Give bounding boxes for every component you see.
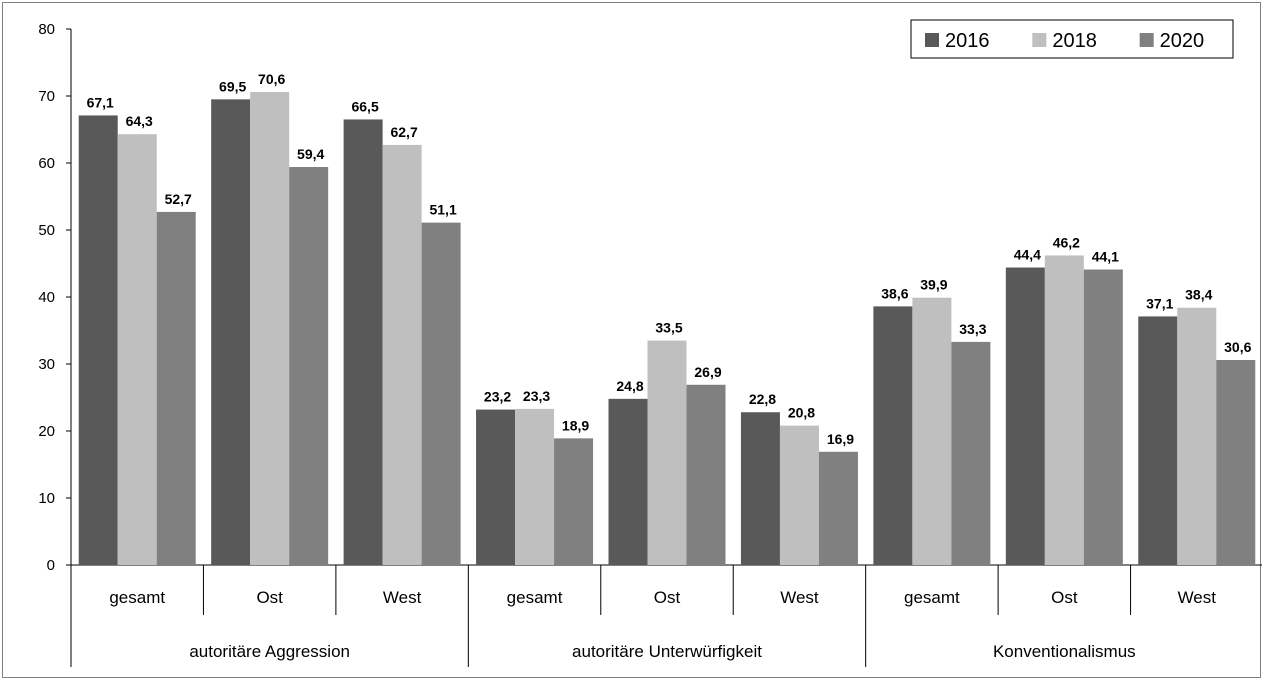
legend-swatch-2018	[1032, 33, 1047, 47]
y-tick-label: 10	[38, 490, 55, 507]
bar-2018	[515, 408, 555, 565]
legend-swatch-2016	[925, 33, 939, 47]
y-tick-label: 60	[38, 155, 55, 172]
bar-2016	[343, 119, 383, 565]
data-label: 64,3	[126, 113, 153, 129]
data-label: 22,8	[749, 391, 776, 407]
data-label: 69,5	[219, 78, 246, 94]
x-category-label: West	[383, 588, 422, 607]
data-label: 37,1	[1146, 295, 1173, 311]
data-label: 26,9	[694, 364, 721, 380]
y-tick-label: 0	[47, 557, 55, 574]
y-tick-label: 30	[38, 356, 55, 373]
data-label: 18,9	[562, 417, 589, 433]
bar-2020	[686, 384, 726, 565]
bar-2018	[250, 91, 290, 565]
data-label: 23,2	[484, 389, 511, 405]
x-category-label: West	[780, 588, 819, 607]
bar-2016	[873, 306, 913, 565]
legend-label: 2020	[1160, 30, 1205, 52]
bar-2020	[951, 341, 991, 565]
data-label: 33,5	[655, 320, 682, 336]
bar-2016	[1005, 267, 1045, 565]
x-group-label: Konventionalismus	[993, 642, 1136, 661]
data-label: 59,4	[297, 146, 324, 162]
bar-2020	[1083, 269, 1123, 565]
data-label: 38,4	[1185, 287, 1212, 303]
bar-2016	[1138, 316, 1178, 565]
data-label: 51,1	[429, 202, 456, 218]
bar-2020	[1216, 359, 1256, 565]
data-label: 33,3	[959, 321, 986, 337]
bar-2016	[211, 99, 251, 565]
legend-label: 2018	[1052, 30, 1097, 52]
y-tick-label: 80	[38, 21, 55, 38]
bar-2018	[117, 134, 157, 565]
bar-2018	[1177, 307, 1217, 565]
data-label: 20,8	[788, 405, 815, 421]
bar-2018	[779, 425, 819, 565]
bar-2016	[476, 409, 516, 565]
y-tick-label: 70	[38, 88, 55, 105]
x-category-label: gesamt	[109, 588, 165, 607]
bar-2020	[554, 438, 594, 565]
bar-2018	[382, 144, 422, 565]
bar-2020	[156, 211, 196, 565]
data-label: 67,1	[87, 94, 114, 110]
x-category-label: West	[1178, 588, 1217, 607]
data-label: 52,7	[165, 191, 192, 207]
x-category-label: gesamt	[904, 588, 960, 607]
data-label: 23,3	[523, 388, 550, 404]
data-label: 66,5	[351, 98, 378, 114]
bar-2020	[421, 222, 461, 565]
bar-2016	[608, 398, 648, 565]
data-label: 62,7	[390, 124, 417, 140]
x-category-label: Ost	[1051, 588, 1078, 607]
data-label: 38,6	[881, 285, 908, 301]
bar-2018	[647, 340, 687, 565]
legend-label: 2016	[945, 30, 990, 52]
legend-swatch-2020	[1139, 33, 1154, 47]
bar-chart: 0 10 20 30 40 50 60 70 80 67,1 64,3 52,7 gesamt 69,5 7…	[38, 19, 1262, 667]
bar-2016	[740, 412, 780, 565]
bar-2020	[818, 451, 858, 565]
bar-2018	[1044, 255, 1084, 565]
bar-2018	[912, 297, 952, 565]
data-label: 39,9	[920, 277, 947, 293]
data-label: 46,2	[1053, 234, 1080, 250]
x-category-label: gesamt	[507, 588, 563, 607]
data-label: 16,9	[827, 431, 854, 447]
data-label: 30,6	[1224, 339, 1251, 355]
bar-2020	[289, 167, 329, 565]
x-group-label: autoritäre Unterwürfigkeit	[572, 642, 762, 661]
data-label: 44,1	[1092, 249, 1119, 265]
data-label: 70,6	[258, 71, 285, 87]
data-label: 24,8	[616, 378, 643, 394]
y-tick-label: 40	[38, 289, 55, 306]
legend-box	[910, 19, 1234, 59]
x-category-label: Ost	[256, 588, 283, 607]
data-label: 44,4	[1014, 247, 1041, 263]
x-category-label: Ost	[654, 588, 681, 607]
y-tick-label: 50	[38, 222, 55, 239]
bar-2016	[78, 115, 118, 566]
x-group-label: autoritäre Aggression	[189, 642, 350, 661]
y-tick-label: 20	[38, 423, 55, 440]
